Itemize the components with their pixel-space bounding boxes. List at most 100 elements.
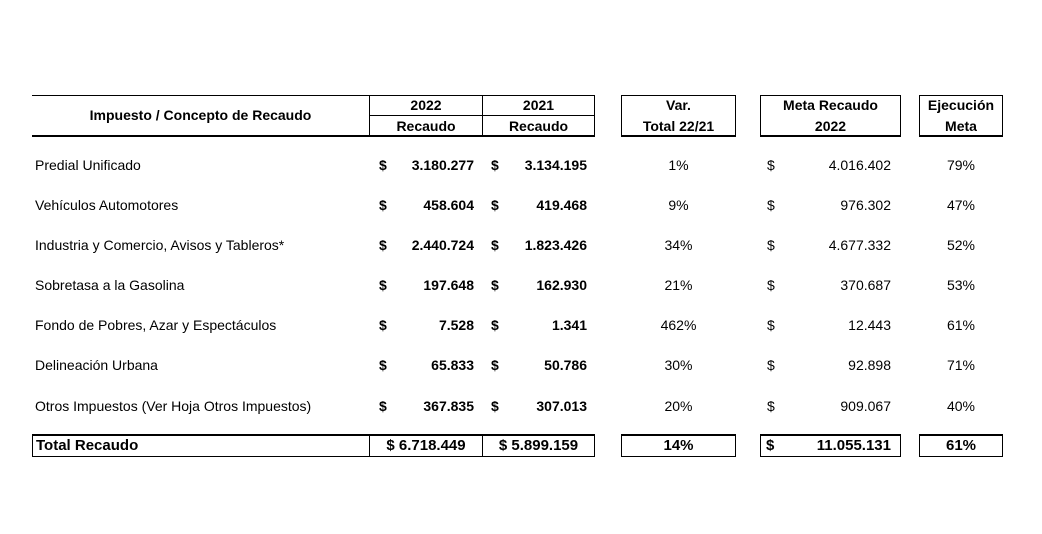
currency-symbol: $ bbox=[379, 398, 387, 414]
row-2021-value: 307.013 bbox=[536, 398, 587, 414]
total-right-border bbox=[594, 435, 595, 457]
header-bottom-border bbox=[32, 135, 595, 137]
header-2022-year: 2022 bbox=[410, 97, 442, 113]
header-var-line2: Total 22/21 bbox=[642, 118, 715, 134]
row-concept: Otros Impuestos (Ver Hoja Otros Impuesto… bbox=[35, 398, 312, 414]
ejec-top-border bbox=[919, 95, 1003, 96]
header-2021-sub: Recaudo bbox=[508, 118, 569, 134]
var-left-total bbox=[621, 435, 622, 457]
row-2022-value: 65.833 bbox=[431, 357, 474, 373]
row-var-value: 9% bbox=[668, 197, 689, 213]
header-var-line1: Var. bbox=[666, 97, 691, 113]
row-2021-value: 1.341 bbox=[551, 317, 587, 333]
row-meta-value: 92.898 bbox=[848, 357, 891, 373]
ejec-left-header bbox=[919, 95, 920, 136]
row-concept: Industria y Comercio, Avisos y Tableros* bbox=[35, 237, 285, 253]
currency-symbol: $ bbox=[491, 357, 499, 373]
row-var-value: 21% bbox=[664, 277, 693, 293]
var-left-header bbox=[621, 95, 622, 136]
table-bottom-border bbox=[32, 456, 595, 457]
meta-right-total bbox=[900, 435, 901, 457]
row-meta-value: 4.677.332 bbox=[828, 237, 891, 253]
ejec-right-total bbox=[1002, 435, 1003, 457]
row-meta-value: 12.443 bbox=[848, 317, 891, 333]
var-right-header bbox=[735, 95, 736, 136]
row-var-value: 20% bbox=[664, 398, 693, 414]
row-2022-value: 3.180.277 bbox=[411, 157, 474, 173]
row-concept: Fondo de Pobres, Azar y Espectáculos bbox=[35, 317, 277, 333]
meta-top-border bbox=[760, 95, 901, 96]
row-ejec-value: 52% bbox=[946, 237, 976, 253]
row-ejec-value: 47% bbox=[946, 197, 976, 213]
currency-symbol: $ bbox=[767, 357, 775, 373]
header-meta-line2: 2022 bbox=[814, 118, 847, 134]
row-meta-value: 370.687 bbox=[840, 277, 891, 293]
ejec-left-total bbox=[919, 435, 920, 457]
row-2021-value: 50.786 bbox=[544, 357, 587, 373]
row-ejec-value: 71% bbox=[946, 357, 976, 373]
currency-symbol: $ bbox=[491, 197, 499, 213]
total-left-border bbox=[32, 435, 33, 457]
table-top-border bbox=[32, 95, 595, 96]
row-var-value: 30% bbox=[664, 357, 693, 373]
currency-symbol: $ bbox=[379, 157, 387, 173]
header-ejec-line1: Ejecución bbox=[927, 97, 995, 113]
row-meta-value: 4.016.402 bbox=[828, 157, 891, 173]
total-var-value: 14% bbox=[663, 437, 694, 454]
row-ejec-value: 53% bbox=[946, 277, 976, 293]
row-2021-value: 1.823.426 bbox=[524, 237, 587, 253]
total-2022-value: $ 6.718.449 bbox=[386, 437, 466, 454]
row-var-value: 34% bbox=[664, 237, 693, 253]
meta-left-total bbox=[760, 435, 761, 457]
currency-symbol: $ bbox=[379, 197, 387, 213]
currency-symbol: $ bbox=[767, 398, 775, 414]
row-var-value: 462% bbox=[660, 317, 697, 333]
ejec-right-header bbox=[1002, 95, 1003, 136]
meta-left-header bbox=[760, 95, 761, 136]
col-divider-2021-header bbox=[482, 95, 483, 136]
var-total-top bbox=[621, 434, 736, 436]
total-meta-value: 11.055.131 bbox=[816, 437, 891, 454]
currency-symbol: $ bbox=[491, 398, 499, 414]
row-ejec-value: 40% bbox=[946, 398, 976, 414]
row-concept: Vehículos Automotores bbox=[35, 197, 179, 213]
row-var-value: 1% bbox=[668, 157, 689, 173]
meta-total-top bbox=[760, 434, 901, 436]
currency-symbol: $ bbox=[379, 317, 387, 333]
currency-symbol: $ bbox=[379, 357, 387, 373]
meta-header-bottom bbox=[760, 135, 901, 137]
row-2022-value: 458.604 bbox=[423, 197, 474, 213]
row-2022-value: 367.835 bbox=[423, 398, 474, 414]
col-divider-2022-header bbox=[369, 95, 370, 136]
currency-symbol: $ bbox=[379, 277, 387, 293]
row-meta-value: 976.302 bbox=[840, 197, 891, 213]
currency-symbol: $ bbox=[767, 277, 775, 293]
total-2021-value: $ 5.899.159 bbox=[498, 437, 579, 454]
meta-right-header bbox=[900, 95, 901, 136]
ejec-total-top bbox=[919, 434, 1003, 436]
currency-symbol: $ bbox=[491, 277, 499, 293]
row-meta-value: 909.067 bbox=[840, 398, 891, 414]
var-right-total bbox=[735, 435, 736, 457]
currency-symbol: $ bbox=[767, 197, 775, 213]
row-concept: Sobretasa a la Gasolina bbox=[35, 277, 185, 293]
row-2021-value: 419.468 bbox=[536, 197, 587, 213]
ejec-header-bottom bbox=[919, 135, 1003, 137]
var-bottom-border bbox=[621, 456, 736, 457]
currency-symbol: $ bbox=[767, 157, 775, 173]
row-ejec-value: 79% bbox=[946, 157, 976, 173]
currency-symbol: $ bbox=[491, 317, 499, 333]
total-divider-2022 bbox=[369, 435, 370, 457]
row-2022-value: 7.528 bbox=[438, 317, 474, 333]
currency-symbol: $ bbox=[767, 317, 775, 333]
meta-bottom-border bbox=[760, 456, 901, 457]
total-top-border bbox=[32, 434, 595, 436]
total-ejec-value: 61% bbox=[945, 437, 977, 454]
ejec-bottom-border bbox=[919, 456, 1003, 457]
header-meta-line1: Meta Recaudo bbox=[783, 97, 878, 113]
row-2022-value: 2.440.724 bbox=[411, 237, 474, 253]
var-top-border bbox=[621, 95, 736, 96]
col-divider-right-header bbox=[594, 95, 595, 136]
header-ejec-line2: Meta bbox=[945, 118, 977, 134]
row-2022-value: 197.648 bbox=[423, 277, 474, 293]
